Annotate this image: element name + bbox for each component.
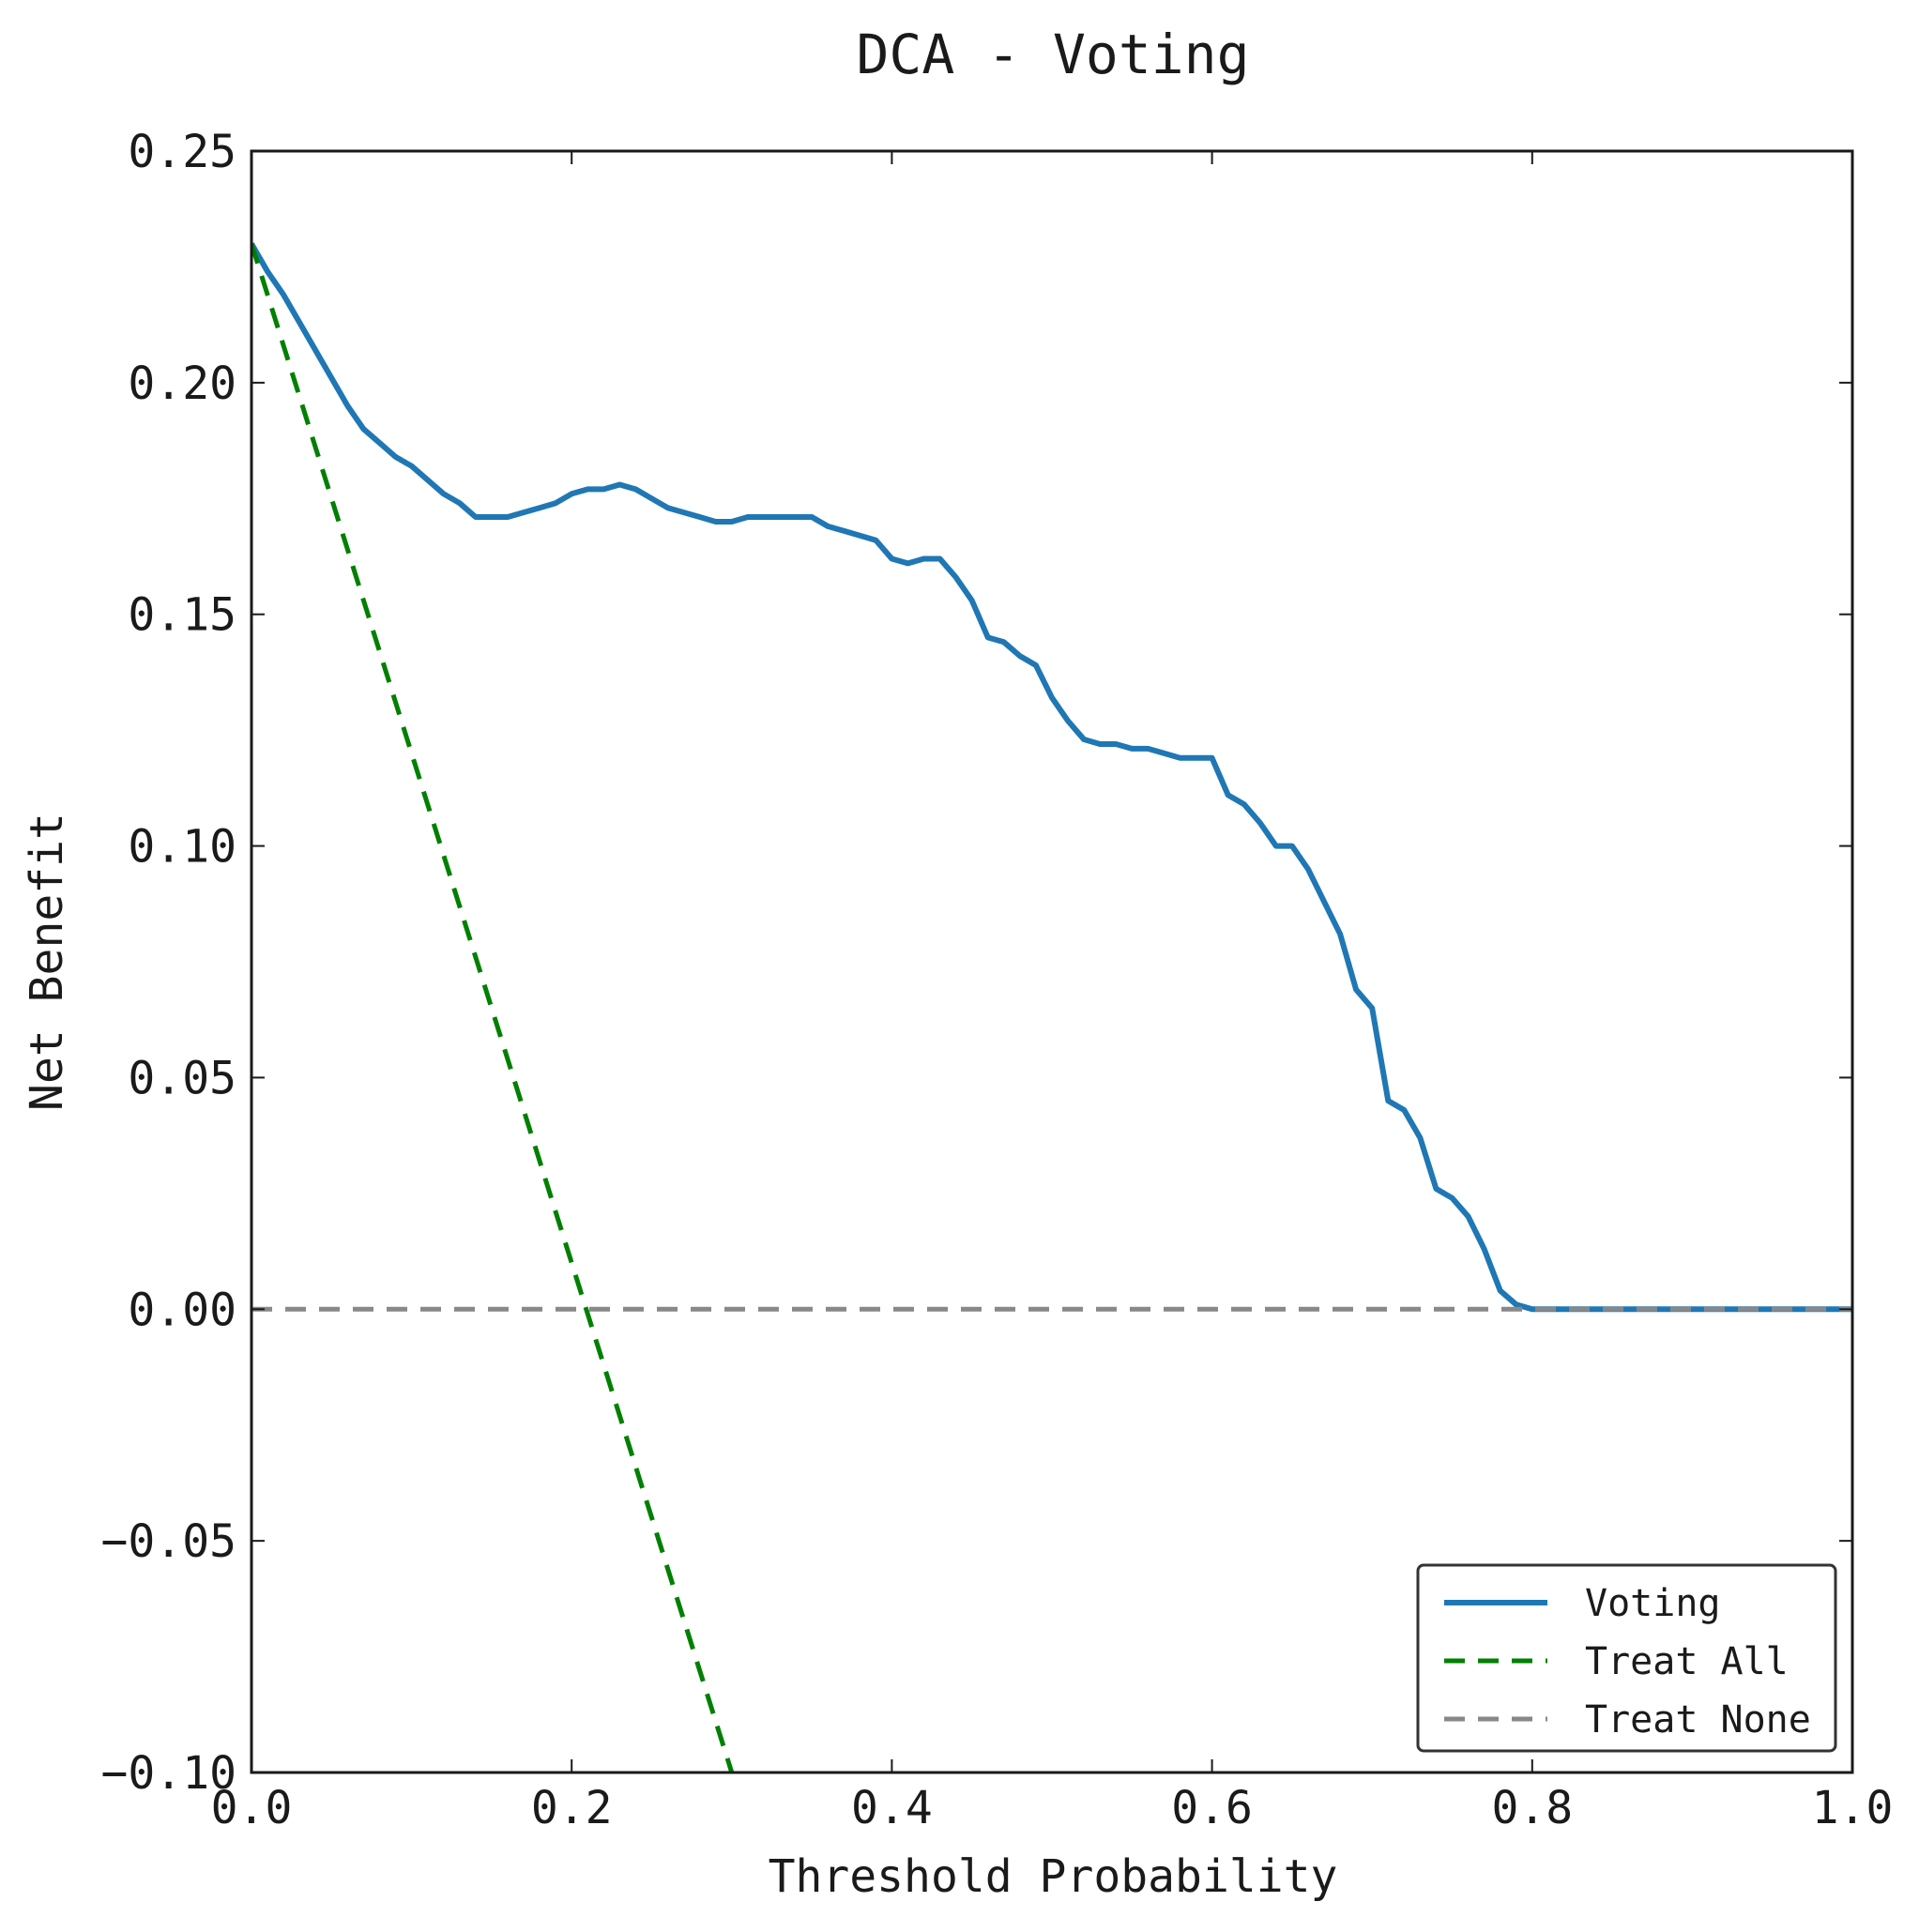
axis-ticks: 0.0 0.2 0.4 0.6 0.8 1.0 0.25 0.20 0.15 0.10 0.05 0.… (101, 126, 1894, 1834)
y-tick-label: 0.20 (128, 357, 236, 410)
x-tick-label: 0.8 (1491, 1782, 1573, 1834)
legend: Voting Treat All Treat None (1416, 1563, 1837, 1753)
y-tick-label: 0.00 (128, 1284, 236, 1336)
chart-title: DCA - Voting (856, 23, 1249, 86)
x-tick-label: 1.0 (1812, 1782, 1894, 1834)
y-tick-label: −0.05 (101, 1515, 237, 1568)
legend-label: Voting (1585, 1582, 1721, 1625)
y-axis-title: Net Benefit (21, 813, 73, 1111)
x-tick-label: 0.6 (1171, 1782, 1253, 1834)
y-tick-label: 0.25 (128, 126, 236, 178)
series-line-treat-all (251, 242, 735, 1772)
y-tick-label: 0.15 (128, 589, 236, 642)
legend-label: Treat All (1585, 1640, 1789, 1683)
legend-box (1416, 1563, 1837, 1753)
y-tick-label: −0.10 (101, 1747, 237, 1800)
x-tick-label: 0.4 (851, 1782, 933, 1834)
legend-label: Treat None (1585, 1698, 1811, 1742)
plot-area (251, 242, 1852, 1772)
y-tick-label: 0.05 (128, 1052, 236, 1104)
plot-frame (250, 149, 1854, 1774)
series-line-voting (251, 242, 1852, 1313)
x-tick-label: 0.2 (531, 1782, 613, 1834)
x-axis-title: Threshold Probability (769, 1850, 1338, 1903)
x-tick-label: 0.0 (211, 1782, 293, 1834)
y-tick-label: 0.10 (128, 821, 236, 874)
